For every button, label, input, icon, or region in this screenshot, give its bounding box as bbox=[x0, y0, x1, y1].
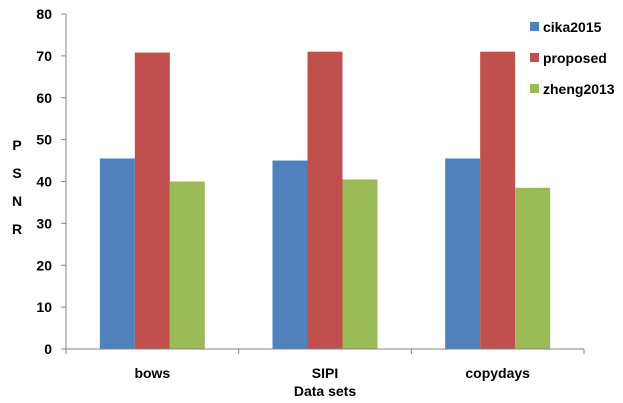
bars-group bbox=[99, 51, 551, 350]
y-axis-title-letter: R bbox=[12, 221, 22, 237]
legend-swatch-proposed bbox=[530, 53, 539, 62]
y-tick-label: 10 bbox=[36, 299, 52, 315]
bar-zheng2013-bows bbox=[169, 181, 205, 349]
legend-label-proposed: proposed bbox=[543, 50, 607, 66]
x-category-label: SIPI bbox=[312, 365, 338, 381]
y-axis-title-letter: S bbox=[12, 165, 21, 181]
legend-swatch-cika2015 bbox=[530, 22, 539, 31]
bar-zheng2013-SIPI bbox=[342, 179, 378, 349]
x-category-label: copydays bbox=[465, 365, 530, 381]
y-tick-label: 50 bbox=[36, 132, 52, 148]
legend: cika2015 proposed zheng2013 bbox=[530, 19, 615, 97]
bar-proposed-copydays bbox=[480, 51, 516, 349]
bar-zheng2013-copydays bbox=[515, 187, 551, 349]
bar-cika2015-bows bbox=[99, 158, 135, 349]
y-axis-title-letter: N bbox=[12, 193, 22, 209]
y-tick-label: 60 bbox=[36, 90, 52, 106]
legend-label-zheng2013: zheng2013 bbox=[543, 81, 615, 97]
y-tick-label: 0 bbox=[44, 341, 52, 357]
y-axis-title-letter: P bbox=[12, 137, 21, 153]
legend-label-cika2015: cika2015 bbox=[543, 19, 602, 35]
bar-proposed-SIPI bbox=[307, 51, 343, 349]
bar-proposed-bows bbox=[134, 52, 170, 350]
y-tick-label: 40 bbox=[36, 174, 52, 190]
y-ticks-group: 0 10 20 30 40 50 60 70 80 bbox=[36, 6, 66, 357]
y-tick-label: 80 bbox=[36, 6, 52, 22]
bar-cika2015-copydays bbox=[445, 158, 481, 349]
x-axis-title: Data sets bbox=[294, 383, 356, 399]
x-ticks-group: bows SIPI copydays bbox=[65, 349, 585, 381]
y-tick-label: 70 bbox=[36, 48, 52, 64]
y-tick-label: 30 bbox=[36, 215, 52, 231]
bar-cika2015-SIPI bbox=[272, 160, 308, 349]
y-tick-label: 20 bbox=[36, 257, 52, 273]
x-category-label: bows bbox=[134, 365, 170, 381]
legend-swatch-zheng2013 bbox=[530, 84, 539, 93]
